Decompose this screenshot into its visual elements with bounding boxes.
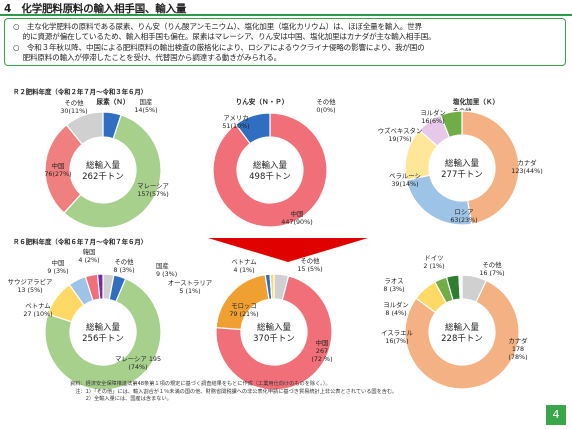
donut-r6-mop: その他 16 (7%) カナダ 178 (78%) イスラエル 16(7%) ヨルダン 8 (4… (381, 254, 528, 390)
donut-r2-urea: 国産 14(5%) マレーシア 157(57%) 中国 76(27%) その他 30(11%)… (44, 97, 169, 229)
total-value-r6-dap: 370千トン (253, 333, 295, 344)
slice-label-r2-dap-2: アメリカ 51(10%) (222, 114, 249, 130)
slice-label-r6-mop-5: ドイツ 2 (1%) (423, 254, 444, 270)
slice-r2-dap-1 (212, 112, 328, 228)
donut-r6-urea: その他 8 (3%) 国産 9 (3%) マレーシア 195 (74%) ベトナム 27 (1… (8, 247, 177, 391)
total-value-r2-mop: 277千トン (441, 169, 483, 180)
slice-r6-mop-1 (404, 279, 520, 390)
total-value-r6-urea: 256千トン (82, 333, 124, 344)
slice-label-r6-urea-6: 韓国 4 (2%) (78, 247, 99, 264)
summary-line-3: ○ 令和３年秋以降、中国による肥料原料の輸出検査の厳格化により、ロシアによるウク… (13, 43, 425, 52)
slice-label-r6-dap-4: ベトナム 4 (1%) (231, 258, 256, 274)
slice-label-r2-mop-4: ウズベキスタン 19(7%) (378, 126, 423, 143)
slice-r6-mop-5 (458, 274, 463, 300)
total-label-r2-dap: 総輸入量 (253, 160, 288, 171)
slice-r6-dap-4 (269, 273, 275, 300)
footnotes: 資料：経済安全保障推進法第48条第１項の規定に基づく調査結果をもとに作成（工業用… (70, 381, 397, 404)
footnote-note-1: 注：1）「その他」には、輸入割合が１％未満の国の他、財務省関税課への非公表化申請… (70, 388, 398, 395)
slice-r6-urea-6 (96, 273, 104, 300)
summary-line-4: 肥料原料の輸入が停滞したことを受け、代替国から調達する動きがみられる。 (13, 53, 282, 62)
slice-r2-urea-1 (63, 114, 162, 229)
slice-r2-urea-3 (65, 111, 104, 146)
chart-title-r2-urea: 尿素（Ｎ） (97, 97, 130, 106)
slice-label-r6-urea-4: サウジアラビア 13 (5%) (8, 277, 53, 294)
slice-r2-mop-1 (461, 110, 520, 225)
total-value-r6-mop: 228千トン (441, 333, 483, 344)
slice-label-r6-urea-1: 国産 9 (3%) (156, 261, 177, 278)
slice-label-r6-dap-1: 中国 267 (72 %) (311, 338, 332, 363)
slice-label-r6-dap-0: その他 15 (5%) (297, 256, 322, 273)
donut-r2-dap: その他 0(0%) 中国 447(90%) アメリカ 51(10%) りん安（Ｎ・Ｐ） 総輸入… (212, 97, 336, 228)
slice-label-r2-mop-5: ヨルダン 16(6%) (420, 108, 446, 125)
slice-label-r6-urea-0: その他 8 (3%) (113, 257, 134, 274)
donut-r6-dap: その他 15 (5%) 中国 267 (72 %) モロッコ 79 (21%) オーストラリア… (168, 256, 333, 391)
page-number: 4 (546, 405, 566, 425)
footnote-source: 資料：経済安全保障推進法第48条第１項の規定に基づく調査結果をもとに作成（工業用… (70, 381, 331, 387)
total-label-r6-urea: 総輸入量 (86, 322, 121, 333)
total-value-r2-urea: 262千トン (82, 171, 124, 182)
summary-line-2: 的に資源が偏在しているため、輸入相手国も偏在。尿素はマレーシア、りん安は中国、塩… (13, 32, 436, 41)
slice-label-r6-urea-5: 中国 9 (3%) (47, 258, 68, 275)
page-header: 4 化学肥料原料の輸入相手国、輸入量 (0, 0, 572, 16)
slice-label-r2-mop-2: ロシア 63(23%) (450, 208, 477, 224)
slice-label-r2-mop-1: カナダ 123(44%) (511, 158, 542, 175)
slice-label-r6-urea-3: ベトナム 27 (10%) (23, 302, 52, 318)
donut-r2-mop: その他カナダ123(44%)ロシア63(23%)ベラルーシ39(14%)ウズベキ… (378, 97, 543, 226)
slice-label-r6-mop-1: カナダ 178 (78%) (508, 336, 528, 361)
slice-label-r2-urea-0: 国産 14(5%) (134, 97, 157, 114)
slice-label-r2-urea-3: その他 30(11%) (60, 98, 87, 115)
slice-r6-dap-1 (215, 275, 333, 391)
slice-label-r2-urea-1: マレーシア 157(57%) (137, 182, 169, 198)
slice-label-r6-mop-0: その他 16 (7%) (479, 260, 504, 277)
slice-r2-mop-5 (439, 110, 463, 139)
slice-label-r6-mop-3: ヨルダン 8 (4%) (383, 300, 409, 317)
slice-r6-urea-2 (44, 277, 162, 391)
slice-label-r2-dap-0: その他 0(0%) (316, 97, 336, 114)
page-title: 4 化学肥料原料の輸入相手国、輸入量 (4, 3, 187, 15)
slice-label-r2-urea-2: 中国 76(27%) (44, 161, 71, 178)
slice-label-r6-mop-4: ラオス 8 (3%) (383, 277, 404, 293)
chart-title-r2-mop: 塩化加里（Ｋ） (453, 97, 499, 106)
slice-label-r2-mop-3: ベラルーシ 39(14%) (389, 172, 421, 188)
total-label-r2-urea: 総輸入量 (86, 160, 121, 171)
slice-label-r2-dap-1: 中国 447(90%) (281, 209, 312, 226)
slice-label-r6-dap-3: オーストラリア 5 (1%) (168, 279, 212, 295)
summary-line-1: ○ 主な化学肥料の原料である尿素、りん安（りん酸アンモニウム）、塩化加里（塩化カ… (13, 22, 422, 31)
slice-label-r6-dap-2: モロッコ 79 (21%) (229, 302, 258, 318)
section-title-r2: Ｒ２肥料年度（令和２年７月～令和３年６月） (13, 88, 148, 96)
summary-box: ○ 主な化学肥料の原料である尿素、りん安（りん酸アンモニウム）、塩化加里（塩化カ… (4, 18, 566, 66)
total-label-r2-mop: 総輸入量 (445, 158, 480, 169)
total-label-r6-dap: 総輸入量 (257, 322, 292, 333)
slice-label-r6-urea-2: マレーシア 195 (74%) (115, 355, 161, 371)
total-label-r6-mop: 総輸入量 (445, 322, 480, 333)
section-title-r6: Ｒ６肥料年度（令和６年７月～令和７年６月） (13, 238, 148, 246)
chart-title-r2-dap: りん安（Ｎ・Ｐ） (236, 97, 289, 106)
slice-r2-dap-2 (234, 112, 271, 145)
title-underline (0, 14, 572, 16)
total-value-r2-dap: 498千トン (249, 171, 291, 182)
slice-label-r6-mop-2: イスラエル 16(7%) (381, 329, 413, 345)
footnote-note-2: 2）全輸入量には、国産は含まない。 (70, 396, 172, 402)
